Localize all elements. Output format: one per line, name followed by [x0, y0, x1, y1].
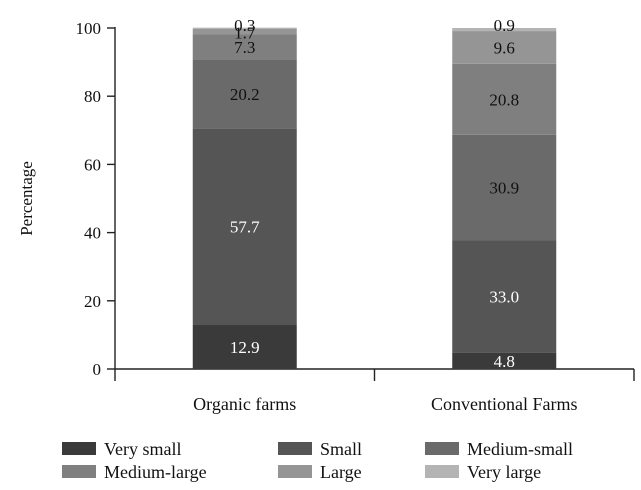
- axes: 0 20 40 60 80 100 Percentage Organic farms Conve…: [17, 19, 635, 414]
- legend: Very small Small Medium-small Medium-large L…: [62, 439, 573, 482]
- bar-segment-medium-small: [452, 134, 557, 241]
- legend-label: Large: [320, 462, 362, 482]
- bar-segment-medium-small: [192, 59, 297, 129]
- y-tick-label: 80: [84, 87, 101, 106]
- legend-label: Very large: [467, 462, 541, 482]
- y-tick-label: 40: [84, 224, 101, 243]
- legend-swatch: [62, 442, 96, 455]
- bar-segment-medium-large: [452, 63, 557, 135]
- y-tick-label: 100: [76, 19, 102, 38]
- y-tick-label: 20: [84, 292, 101, 311]
- data-label: 20.8: [489, 90, 519, 109]
- bar-segment-small: [452, 240, 557, 353]
- data-label: 1.7: [234, 24, 256, 43]
- bar-segment-very-small: [192, 325, 297, 369]
- data-label: 20.2: [230, 85, 260, 104]
- y-axis-label: Percentage: [17, 161, 36, 236]
- data-label: 33.0: [489, 287, 519, 306]
- bar-segment-large: [452, 31, 557, 64]
- y-tick-label: 60: [84, 155, 101, 174]
- legend-label: Very small: [104, 439, 181, 459]
- bar-segment-very-small: [452, 352, 557, 369]
- y-tick-label: 0: [93, 360, 102, 379]
- bar-segment-large: [192, 28, 297, 35]
- data-label: 57.7: [230, 218, 260, 237]
- bar-segment-very-large: [192, 27, 297, 29]
- legend-swatch: [425, 442, 459, 455]
- bars: 12.9 57.7 20.2 7.31.70.3 4.8 33.0 30.9 20.8 9.6 0…: [192, 16, 557, 371]
- legend-swatch: [62, 465, 96, 478]
- data-label: 7.3: [234, 38, 255, 57]
- data-label: 30.9: [489, 178, 519, 197]
- legend-swatch: [425, 465, 459, 478]
- legend-label: Medium-large: [104, 462, 207, 482]
- legend-swatch: [278, 442, 312, 455]
- legend-label: Medium-small: [467, 439, 573, 459]
- bar-segment-very-large: [452, 28, 557, 32]
- bar-segment-medium-large: [192, 34, 297, 60]
- legend-label: Small: [320, 439, 362, 459]
- data-label: 4.8: [494, 352, 515, 371]
- data-label: 0.3: [234, 16, 255, 35]
- x-category-label: Organic farms: [193, 394, 296, 414]
- data-label: 9.6: [494, 38, 515, 57]
- data-label: 12.9: [230, 338, 260, 357]
- legend-swatch: [278, 465, 312, 478]
- bar-segment-small: [192, 128, 297, 326]
- data-label: 0.9: [494, 16, 515, 35]
- x-category-label: Conventional Farms: [431, 394, 578, 414]
